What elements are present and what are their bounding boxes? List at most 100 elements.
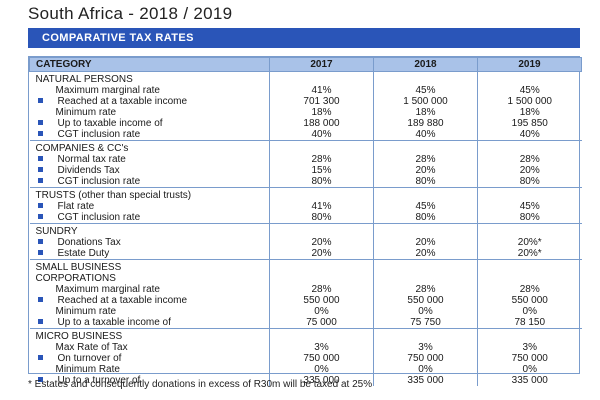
cell-2018: 0% [373, 364, 478, 375]
table-row: Reached at a taxable income 550 000 550 00… [30, 295, 582, 306]
cell-2017: 40% [269, 129, 374, 141]
cell-2019 [477, 223, 582, 237]
cell-2017: 3% [269, 342, 374, 353]
cell-2018 [373, 140, 478, 154]
cell-2018: 75 750 [373, 317, 478, 329]
table-row: SUNDRY [29, 223, 582, 237]
cell-2019: 20%* [477, 248, 582, 260]
cell-2017 [269, 140, 374, 154]
section-heading: CORPORATIONS [30, 273, 270, 284]
cell-2018: 750 000 [373, 353, 478, 364]
cell-2017: 20% [269, 237, 374, 248]
column-header-2019: 2019 [477, 57, 582, 72]
column-header-category: CATEGORY [29, 57, 270, 72]
cell-2018 [373, 223, 478, 237]
table-row: Minimum Rate 0% 0% 0% [30, 364, 582, 375]
table-row: NATURAL PERSONS [29, 71, 582, 85]
bullet-square-icon [37, 297, 43, 302]
table-row: Flat rate 41% 45% 45% [30, 201, 582, 212]
section-heading: SMALL BUSINESS [29, 259, 270, 273]
row-label: Up to taxable income of [30, 118, 270, 129]
cell-2019: 45% [477, 201, 582, 212]
row-label-text: Reached at a taxable income [57, 96, 188, 107]
table-row: Up to a turnover of 335 000 335 000 335 000 [30, 375, 582, 386]
cell-2018 [373, 71, 478, 85]
row-label-text: SMALL BUSINESS [35, 262, 122, 273]
bullet-square-icon [37, 178, 43, 183]
row-label-text: Max Rate of Tax [55, 342, 128, 353]
section-heading: COMPANIES & CC's [29, 140, 270, 154]
row-label-text: Up to a taxable income of [57, 317, 171, 328]
cell-2017: 750 000 [269, 353, 374, 364]
cell-2017 [269, 223, 374, 237]
table-row: Maximum marginal rate 41% 45% 45% [30, 85, 582, 96]
row-label: Max Rate of Tax [30, 342, 270, 353]
table-row: Minimum rate 0% 0% 0% [30, 306, 582, 317]
row-label-text: Donations Tax [57, 237, 121, 248]
section-heading: SUNDRY [29, 223, 270, 237]
cell-2019: 20% [477, 165, 582, 176]
row-label-text: Minimum Rate [55, 364, 120, 375]
cell-2017: 41% [269, 201, 374, 212]
bullet-square-icon [37, 239, 43, 244]
cell-2018: 28% [373, 284, 478, 295]
cell-2018: 0% [373, 306, 478, 317]
cell-2018: 28% [373, 154, 478, 165]
row-label: Dividends Tax [30, 165, 270, 176]
row-label-text: CGT inclusion rate [57, 212, 141, 223]
bullet-square-icon [37, 120, 43, 125]
cell-2017: 80% [269, 212, 374, 224]
table-row: Dividends Tax 15% 20% 20% [30, 165, 582, 176]
row-label-text: Flat rate [57, 201, 95, 212]
cell-2018: 80% [373, 212, 478, 224]
row-label: Minimum rate [30, 306, 270, 317]
cell-2017: 18% [269, 107, 374, 118]
bullet-square-icon [37, 377, 43, 382]
table-row: Minimum rate 18% 18% 18% [30, 107, 582, 118]
cell-2018 [373, 259, 478, 273]
row-label-text: Minimum rate [55, 107, 117, 118]
cell-2018: 20% [373, 165, 478, 176]
row-label: On turnover of [30, 353, 270, 364]
row-label: Reached at a taxable income [30, 96, 270, 107]
row-label: Up to a taxable income of [30, 317, 270, 329]
table-row: CORPORATIONS [30, 273, 582, 284]
row-label-text: Minimum rate [55, 306, 117, 317]
cell-2019: 750 000 [477, 353, 582, 364]
cell-2017: 335 000 [269, 375, 374, 386]
table-row: Donations Tax 20% 20% 20%* [30, 237, 582, 248]
table-row: Maximum marginal rate 28% 28% 28% [30, 284, 582, 295]
column-header-2017: 2017 [269, 57, 374, 72]
cell-2017: 0% [269, 364, 374, 375]
row-label-text: COMPANIES & CC's [35, 143, 129, 154]
cell-2019: 78 150 [477, 317, 582, 329]
section-heading: NATURAL PERSONS [29, 71, 270, 85]
cell-2019 [477, 259, 582, 273]
cell-2018: 20% [373, 237, 478, 248]
cell-2017 [269, 273, 374, 284]
row-label-text: Up to taxable income of [57, 118, 163, 129]
cell-2018 [373, 187, 478, 201]
section-heading: MICRO BUSINESS [29, 328, 270, 342]
cell-2019: 0% [477, 306, 582, 317]
row-label: Donations Tax [30, 237, 270, 248]
cell-2017: 20% [269, 248, 374, 260]
bullet-square-icon [37, 203, 43, 208]
row-label: Up to a turnover of [30, 375, 270, 386]
row-label-text: Normal tax rate [57, 154, 126, 165]
row-label-text: CGT inclusion rate [57, 176, 141, 187]
cell-2018 [373, 273, 478, 284]
column-header-2018: 2018 [373, 57, 478, 72]
tax-rates-table: CATEGORY 2017 2018 2019 NATURAL PERSONS M… [29, 57, 582, 386]
table-row: COMPANIES & CC's [29, 140, 582, 154]
bullet-square-icon [37, 98, 43, 103]
cell-2019 [477, 71, 582, 85]
cell-2018: 3% [373, 342, 478, 353]
row-label-text: On turnover of [57, 353, 122, 364]
cell-2019: 28% [477, 284, 582, 295]
row-label-text: Maximum marginal rate [55, 85, 160, 96]
cell-2018: 550 000 [373, 295, 478, 306]
cell-2017: 15% [269, 165, 374, 176]
cell-2018: 335 000 [373, 375, 478, 386]
row-label-text: MICRO BUSINESS [35, 331, 123, 342]
